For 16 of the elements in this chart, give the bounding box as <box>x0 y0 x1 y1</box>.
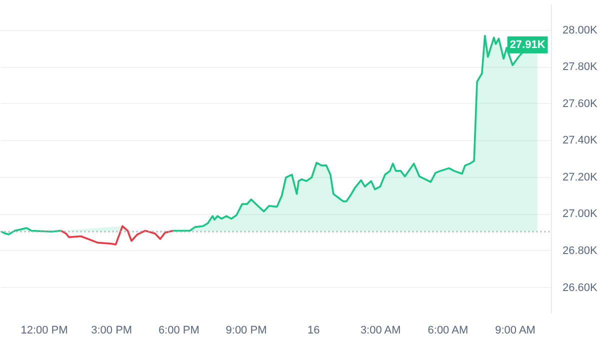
x-tick-label: 6:00 AM <box>428 324 468 336</box>
y-tick-label: 26.60K <box>562 282 598 294</box>
y-tick-label: 26.80K <box>562 244 598 257</box>
x-tick-label: 3:00 PM <box>91 324 132 336</box>
x-tick-label: 16 <box>307 324 320 336</box>
y-tick-label: 27.20K <box>562 171 598 184</box>
x-tick-label: 9:00 AM <box>495 324 536 336</box>
x-tick-label: 3:00 AM <box>360 324 401 336</box>
y-tick-label: 27.40K <box>562 134 598 147</box>
x-tick-label: 9:00 PM <box>226 324 267 336</box>
y-tick-label: 27.80K <box>562 61 598 74</box>
x-tick-label: 12:00 PM <box>20 324 68 336</box>
x-tick-label: 6:00 PM <box>158 324 200 336</box>
y-tick-label: 28.00K <box>562 24 598 36</box>
y-tick-label: 27.60K <box>562 98 598 110</box>
y-tick-label: 27.00K <box>562 208 598 220</box>
